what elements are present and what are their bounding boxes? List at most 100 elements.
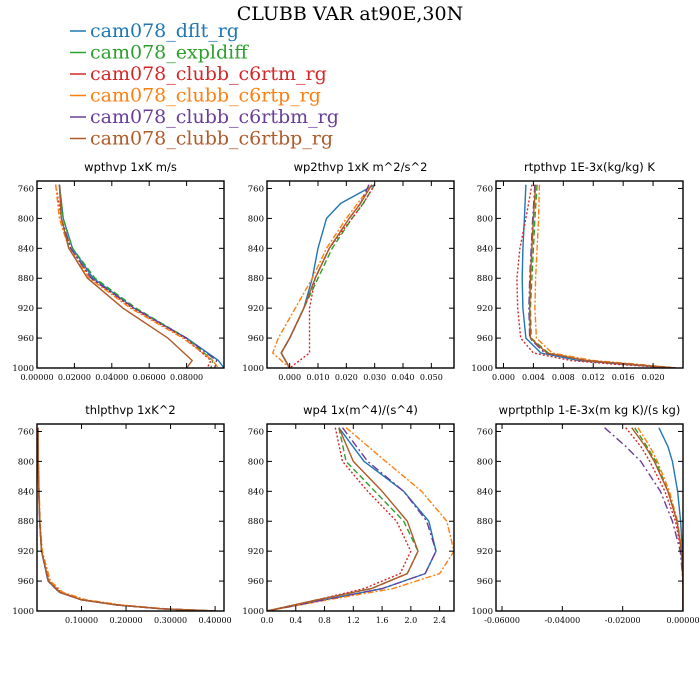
series-line-6 bbox=[58, 184, 193, 368]
y-tick-label: 840 bbox=[248, 487, 264, 497]
series-line-2 bbox=[529, 184, 676, 368]
series-line-6 bbox=[37, 427, 216, 611]
series-line-1 bbox=[521, 184, 676, 368]
panel-title: rtpthvp 1E-3x(kg/kg) K bbox=[524, 160, 655, 174]
y-tick-label: 1000 bbox=[471, 364, 493, 374]
series-group bbox=[272, 184, 376, 368]
legend-label: cam078_clubb_c6rtp_rg bbox=[90, 85, 321, 107]
y-tick-label: 800 bbox=[18, 457, 34, 467]
y-tick-label: 960 bbox=[248, 577, 264, 587]
y-tick-label: 1000 bbox=[12, 364, 34, 374]
legend-entry: cam078_clubb_c6rtm_rg bbox=[70, 63, 327, 85]
legend-label: cam078_clubb_c6rtbp_rg bbox=[90, 128, 333, 150]
panels: wpthvp 1xK m/s76080084088092096010000.00… bbox=[12, 160, 699, 625]
panel-title: wprtpthlp 1-E-3x(m kg K)/(s kg) bbox=[499, 403, 681, 417]
panel-title: wp4 1x(m^4)/(s^4) bbox=[303, 403, 418, 417]
series-line-1 bbox=[58, 184, 224, 368]
y-tick-label: 1000 bbox=[471, 607, 493, 617]
y-tick-label: 800 bbox=[248, 457, 264, 467]
x-tick-label: 0.016 bbox=[612, 373, 635, 382]
y-tick-label: 840 bbox=[477, 244, 493, 254]
series-group bbox=[516, 184, 676, 368]
series-line-5 bbox=[528, 184, 676, 368]
y-tick-label: 840 bbox=[18, 244, 34, 254]
series-line-3 bbox=[516, 184, 676, 368]
legend-entry: cam078_clubb_c6rtbp_rg bbox=[70, 128, 333, 150]
y-tick-label: 880 bbox=[477, 517, 493, 527]
series-line-4 bbox=[267, 427, 454, 611]
series-line-2 bbox=[58, 184, 214, 368]
series-group bbox=[267, 427, 454, 611]
x-tick-label: 1.2 bbox=[347, 616, 360, 625]
series-line-2 bbox=[280, 184, 376, 368]
legend-entry: cam078_expldiff bbox=[70, 42, 249, 64]
plot-frame bbox=[266, 180, 455, 369]
plot-frame bbox=[36, 423, 225, 612]
x-tick-label: 0.050 bbox=[420, 373, 443, 382]
y-tick-label: 840 bbox=[18, 487, 34, 497]
y-tick-label: 920 bbox=[248, 547, 264, 557]
x-tick-label: 2.4 bbox=[433, 616, 446, 625]
x-tick-label: -0.06000 bbox=[484, 616, 520, 625]
x-tick-label: -0.02000 bbox=[605, 616, 641, 625]
series-line-2 bbox=[37, 427, 216, 611]
panel-1: wpthvp 1xK m/s 760 800 840 880 920 960 10000.00… bbox=[12, 160, 225, 382]
y-tick-label: 920 bbox=[18, 547, 34, 557]
series-line-4 bbox=[534, 184, 676, 368]
y-tick-label: 880 bbox=[248, 274, 264, 284]
x-tick-label: 2.0 bbox=[404, 616, 417, 625]
x-tick-label: 0.012 bbox=[582, 373, 605, 382]
panel-4: thlpthvp 1xK^2 760 800 840 880 920 960 1000 0.10… bbox=[12, 403, 231, 625]
y-tick-label: 880 bbox=[248, 517, 264, 527]
plot-frame bbox=[36, 180, 225, 369]
y-tick-label: 840 bbox=[248, 244, 264, 254]
panel-title: wpthvp 1xK m/s bbox=[84, 160, 177, 174]
panel-title: wp2thvp 1xK m^2/s^2 bbox=[294, 160, 428, 174]
x-tick-label: 0.010 bbox=[307, 373, 330, 382]
legend-label: cam078_clubb_c6rtm_rg bbox=[90, 63, 327, 85]
y-tick-label: 880 bbox=[18, 274, 34, 284]
legend-label: cam078_clubb_c6rtbm_rg bbox=[90, 106, 339, 128]
x-tick-label: 0.06000 bbox=[133, 373, 166, 382]
panel-5: wp4 1x(m^4)/(s^4)76080084088092096010000… bbox=[242, 403, 455, 625]
y-tick-label: 880 bbox=[18, 517, 34, 527]
series-line-3 bbox=[37, 427, 216, 611]
x-tick-label: 0.00000 bbox=[20, 373, 53, 382]
legend-entry: cam078_clubb_c6rtp_rg bbox=[70, 85, 321, 107]
x-tick-label: 0.020 bbox=[335, 373, 358, 382]
series-line-4 bbox=[37, 427, 216, 611]
series-line-2 bbox=[267, 427, 419, 611]
y-tick-label: 920 bbox=[477, 547, 493, 557]
series-line-3 bbox=[55, 184, 212, 368]
legend: cam078_dflt_rgcam078_expldiffcam078_club… bbox=[70, 20, 339, 150]
y-tick-label: 920 bbox=[248, 304, 264, 314]
panel-title: thlpthvp 1xK^2 bbox=[85, 403, 175, 417]
series-group bbox=[37, 427, 216, 611]
x-tick-label: 0.4 bbox=[289, 616, 302, 625]
series-line-1 bbox=[37, 427, 216, 611]
plot-frame bbox=[266, 423, 455, 612]
legend-label: cam078_expldiff bbox=[90, 42, 249, 64]
x-tick-label: 0.08000 bbox=[170, 373, 203, 382]
series-line-6 bbox=[267, 427, 419, 611]
y-tick-label: 840 bbox=[477, 487, 493, 497]
series-line-5 bbox=[58, 184, 218, 368]
x-tick-label: 0.40000 bbox=[199, 616, 232, 625]
y-tick-label: 760 bbox=[248, 184, 264, 194]
series-line-5 bbox=[267, 427, 437, 611]
series-group bbox=[55, 184, 224, 368]
plot-frame bbox=[495, 180, 684, 369]
x-tick-label: 0.0 bbox=[261, 616, 274, 625]
x-tick-label: 0.004 bbox=[522, 373, 545, 382]
y-tick-label: 760 bbox=[18, 184, 34, 194]
x-tick-label: 0.02000 bbox=[58, 373, 91, 382]
x-tick-label: 0.20000 bbox=[110, 616, 143, 625]
legend-label: cam078_dflt_rg bbox=[90, 20, 239, 42]
figure-title: CLUBB VAR at90E,30N bbox=[237, 3, 463, 25]
x-tick-label: 0.10000 bbox=[65, 616, 98, 625]
y-tick-label: 1000 bbox=[242, 607, 264, 617]
y-tick-label: 960 bbox=[18, 334, 34, 344]
series-line-5 bbox=[604, 427, 683, 611]
y-tick-label: 880 bbox=[477, 274, 493, 284]
y-tick-label: 800 bbox=[248, 214, 264, 224]
